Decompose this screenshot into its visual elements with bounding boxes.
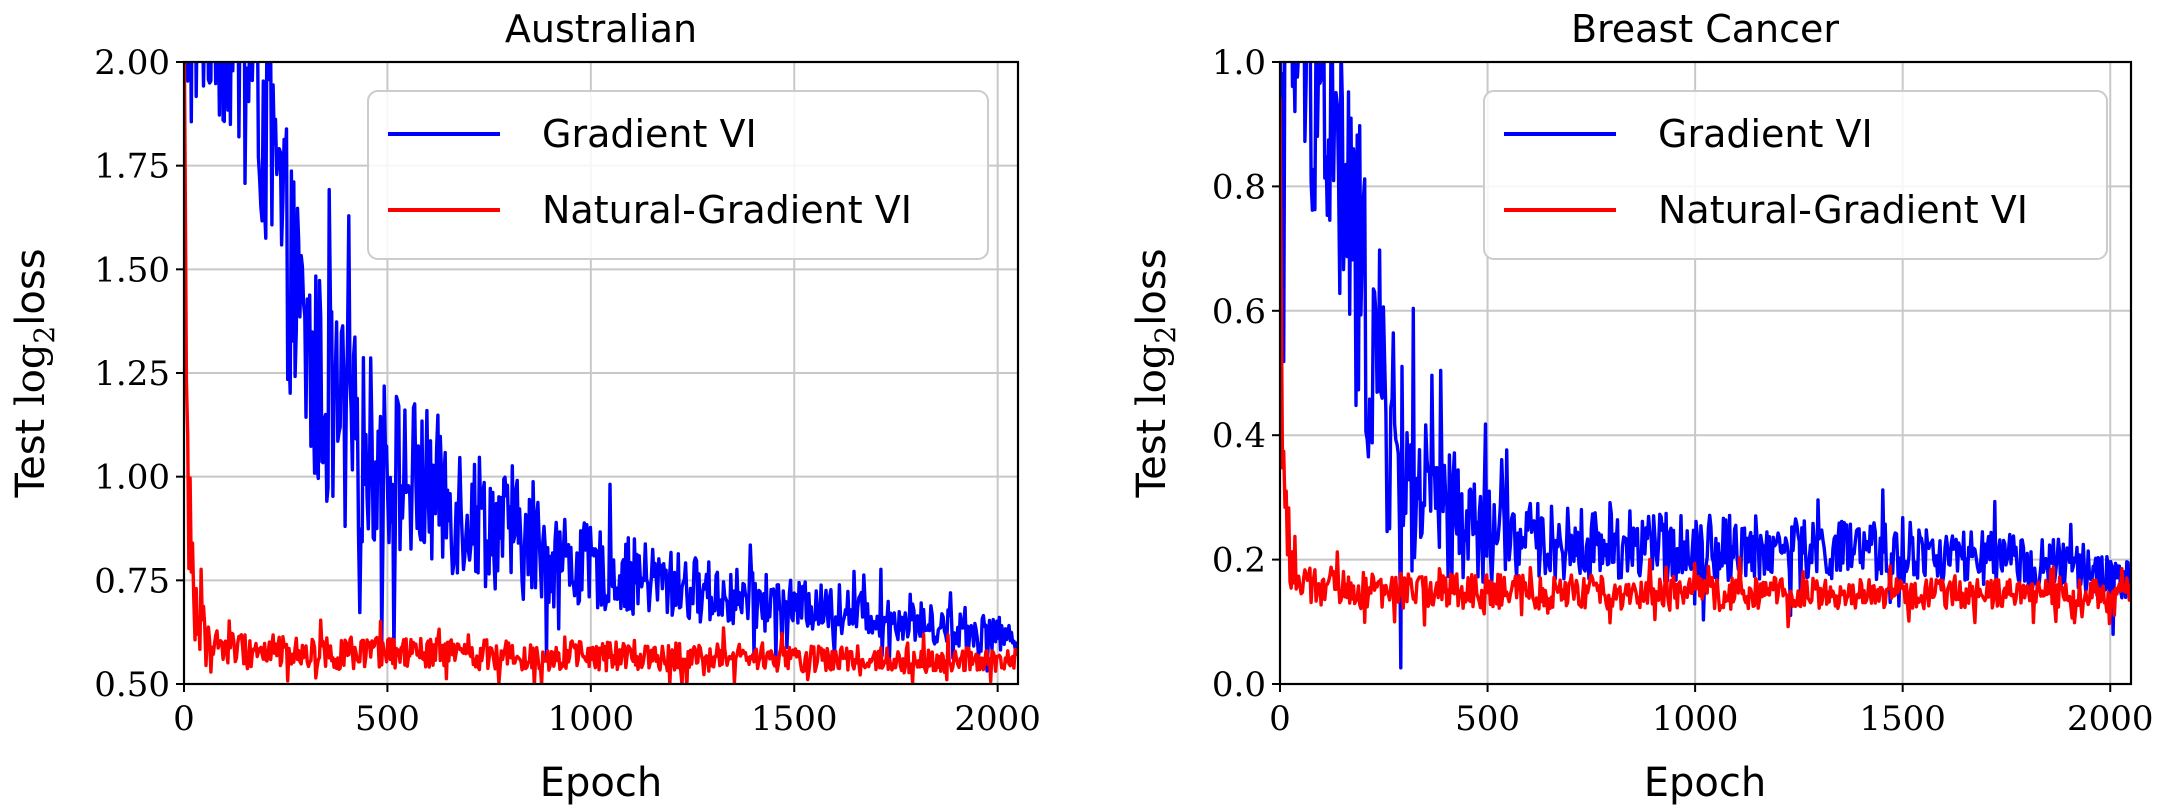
legend-label-natural-gradient-vi: Natural-Gradient VI <box>1658 188 2028 232</box>
y-tick-label: 0.2 <box>1212 541 1266 581</box>
legend-box <box>1483 90 2108 260</box>
axes-frame <box>1278 60 2133 686</box>
legend-label-gradient-vi: Gradient VI <box>542 112 757 156</box>
y-tick-label: 1.00 <box>94 458 170 498</box>
x-axis-label: Epoch <box>540 760 662 806</box>
legend-label-natural-gradient-vi: Natural-Gradient VI <box>542 188 912 232</box>
x-axis-label: Epoch <box>1644 760 1766 806</box>
y-label-log: log <box>8 344 54 406</box>
y-axis-label: Test log2loss <box>1129 248 1182 498</box>
chart-title: Breast Cancer <box>1571 7 1839 51</box>
x-tick-label: 1000 <box>548 699 635 739</box>
x-tick-label: 500 <box>1455 699 1520 739</box>
chart-title: Australian <box>505 7 697 51</box>
x-tick-label: 1000 <box>1652 699 1739 739</box>
y-axis-label: Test log2loss <box>8 248 61 498</box>
x-tick-label: 0 <box>173 699 195 739</box>
y-tick-label: 0.0 <box>1212 665 1266 705</box>
y-label-sub: 2 <box>28 326 61 344</box>
y-label-log: log <box>1129 344 1175 406</box>
legend: Gradient VI Natural-Gradient VI <box>367 90 989 260</box>
y-tick-label: 0.4 <box>1212 416 1266 456</box>
y-tick-label: 2.00 <box>94 43 170 83</box>
y-label-sub: 2 <box>1149 326 1182 344</box>
legend-box <box>367 90 989 260</box>
series-line-gradient-vi <box>185 62 1018 673</box>
chart-panel-breast-cancer: Breast Cancer 0 500 1000 1500 20000.00.20.40… <box>1129 7 2154 806</box>
series-line-natural-gradient-vi <box>184 62 1018 684</box>
x-tick-label: 1500 <box>751 699 838 739</box>
legend-label-gradient-vi: Gradient VI <box>1658 112 1873 156</box>
y-tick-label: 0.75 <box>94 561 170 601</box>
y-label-prefix: Test <box>8 406 54 498</box>
y-tick-label: 0.50 <box>94 665 170 705</box>
series-line-natural-gradient-vi <box>1280 97 2131 629</box>
x-tick-label: 2000 <box>2067 699 2154 739</box>
y-label-prefix: Test <box>1129 406 1175 498</box>
y-tick-label: 1.25 <box>94 354 170 394</box>
y-label-suffix: loss <box>8 248 54 325</box>
x-tick-label: 500 <box>355 699 420 739</box>
y-tick-label: 1.75 <box>94 147 170 187</box>
y-tick-label: 0.8 <box>1212 167 1266 207</box>
series-lines <box>184 62 1018 684</box>
x-tick-label: 2000 <box>954 699 1041 739</box>
tick-labels: 0 500 1000 1500 2000 0.50 0.75 1.00 1.25 1.50 1.75… <box>94 43 1041 739</box>
legend: Gradient VI Natural-Gradient VI <box>1483 90 2108 260</box>
y-tick-label: 1.50 <box>94 250 170 290</box>
series-line-gradient-vi <box>1280 62 2131 670</box>
x-tick-label: 1500 <box>1859 699 1946 739</box>
x-tick-label: 0 <box>1269 699 1291 739</box>
y-tick-label: 1.0 <box>1212 43 1266 83</box>
series-lines <box>1280 62 2131 670</box>
y-tick-label: 0.6 <box>1212 292 1266 332</box>
chart-panel-australian: Australian 0 500 1000 1500 2000 0.50 0.75 1.00 1… <box>8 7 1041 806</box>
tick-labels: 0 500 1000 1500 2000 0.0 0.2 0.4 0.6 0.8 1.0 <box>1212 43 2154 739</box>
y-label-suffix: loss <box>1129 248 1175 325</box>
